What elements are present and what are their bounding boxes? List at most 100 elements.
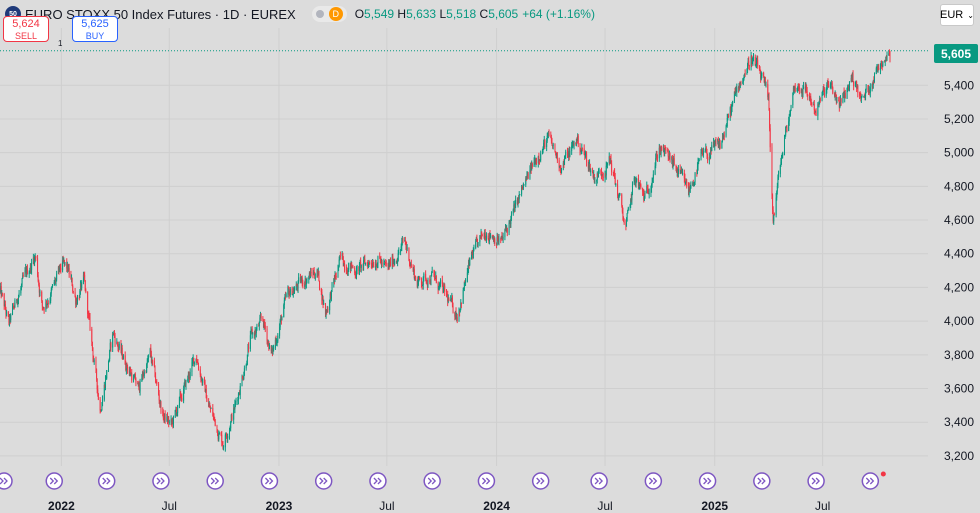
- candle-body: [479, 235, 481, 237]
- candle-body: [159, 400, 161, 405]
- candle-body: [363, 260, 365, 267]
- candle-body: [459, 308, 461, 312]
- candle-body: [788, 115, 790, 122]
- candle-body: [126, 363, 128, 367]
- candle-series: [0, 49, 891, 452]
- candle-body: [404, 239, 406, 243]
- candle-body: [469, 257, 471, 265]
- candle-body: [721, 136, 723, 141]
- candle-body: [16, 299, 18, 304]
- candle-body: [785, 126, 787, 128]
- candle-body: [491, 235, 493, 239]
- candle-body: [233, 407, 235, 420]
- candle-body: [451, 297, 453, 307]
- candle-body: [853, 81, 855, 87]
- candle-body: [320, 288, 322, 293]
- candle-body: [783, 138, 785, 153]
- symbol-title[interactable]: EURO STOXX 50 Index Futures · 1D · EUREX: [25, 6, 296, 22]
- candle-body: [835, 94, 837, 102]
- candle-body: [463, 281, 465, 289]
- candle-body: [146, 364, 148, 373]
- candle-body: [782, 152, 784, 156]
- sell-button[interactable]: 5,624 SELL: [3, 16, 49, 42]
- candle-body: [170, 419, 172, 422]
- candle-body: [312, 272, 314, 275]
- candle-body: [131, 373, 133, 381]
- candle-body: [804, 86, 806, 90]
- candle-body: [621, 194, 623, 206]
- candle-body: [389, 261, 391, 266]
- candle-body: [584, 154, 586, 156]
- candle-body: [189, 372, 191, 378]
- candle-body: [481, 235, 483, 237]
- candle-body: [271, 349, 273, 353]
- candle-body: [496, 243, 498, 245]
- candle-body: [713, 141, 715, 146]
- candle-body: [51, 284, 53, 288]
- candle-body: [838, 100, 840, 108]
- candle-body: [692, 182, 694, 186]
- candle-body: [218, 434, 220, 440]
- candle-body: [623, 221, 625, 224]
- candle-body: [826, 82, 828, 86]
- candle-body: [30, 265, 32, 270]
- candle-body: [317, 271, 319, 274]
- candle-body: [222, 445, 224, 448]
- candle-body: [174, 410, 176, 417]
- candle-body: [713, 141, 715, 147]
- candle-body: [579, 144, 581, 151]
- candle-body: [694, 172, 696, 183]
- candle-body: [341, 252, 343, 256]
- candle-body: [46, 304, 48, 306]
- currency-selector[interactable]: EUR ⌄: [940, 4, 974, 26]
- candle-body: [567, 151, 569, 157]
- time-axis: 2022 Jul 2023 Jul 2024 Jul 2025 Jul: [48, 499, 830, 513]
- candle-body: [4, 304, 6, 309]
- candle-body: [1, 293, 3, 295]
- candle-body: [293, 290, 295, 293]
- candle-body: [840, 99, 842, 104]
- candle-body: [387, 264, 389, 266]
- candle-body: [581, 147, 583, 149]
- spread-value: 1: [58, 39, 63, 48]
- x-tick-label: 2024: [483, 499, 510, 513]
- candle-body: [477, 242, 479, 246]
- candle-body: [819, 98, 821, 103]
- candle-body: [348, 262, 350, 270]
- candle-body: [701, 149, 703, 153]
- candle-body: [589, 163, 591, 172]
- candle-body: [147, 359, 149, 362]
- candle-body: [431, 272, 433, 277]
- candle-body: [337, 267, 339, 277]
- candle-body: [88, 315, 90, 317]
- candle-body: [610, 158, 612, 164]
- candle-body: [143, 375, 145, 377]
- candle-body: [408, 247, 410, 261]
- candle-body: [283, 300, 285, 305]
- candle-body: [567, 156, 569, 158]
- candle-body: [585, 153, 587, 155]
- candle-body: [675, 164, 677, 168]
- candle-body: [631, 192, 633, 201]
- candle-body: [537, 156, 539, 164]
- data-delay-badge: D: [328, 7, 343, 21]
- candle-body: [167, 419, 169, 422]
- candle-body: [797, 88, 799, 91]
- candle-body: [367, 263, 369, 268]
- candle-body: [500, 238, 502, 240]
- candle-body: [764, 80, 766, 83]
- candle-body: [846, 87, 848, 99]
- candle-body: [538, 159, 540, 161]
- candle-body: [544, 139, 546, 147]
- candle-body: [410, 263, 412, 266]
- candle-body: [417, 277, 419, 285]
- market-status-pill[interactable]: D: [311, 6, 347, 22]
- candle-body: [671, 156, 673, 161]
- candle-body: [433, 270, 435, 275]
- event-markers[interactable]: [0, 471, 886, 490]
- buy-button[interactable]: 5,625 BUY: [72, 16, 118, 42]
- candle-body: [559, 166, 561, 168]
- candle-body: [535, 161, 537, 165]
- candle-body: [648, 193, 650, 195]
